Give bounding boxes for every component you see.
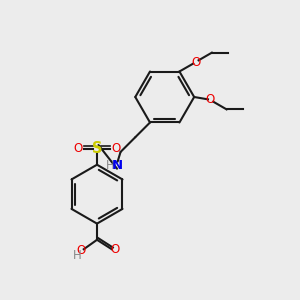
Text: H: H (106, 159, 115, 172)
Text: O: O (76, 244, 86, 257)
Text: N: N (112, 159, 123, 172)
Text: O: O (191, 56, 200, 69)
Text: S: S (92, 141, 102, 156)
Text: O: O (206, 93, 215, 106)
Text: H: H (73, 249, 82, 262)
Text: O: O (74, 142, 83, 155)
Text: O: O (111, 243, 120, 256)
Text: O: O (111, 142, 120, 155)
